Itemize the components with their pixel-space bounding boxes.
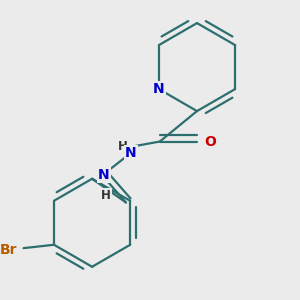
Text: N: N	[153, 82, 165, 96]
Text: H: H	[118, 140, 128, 153]
Text: Br: Br	[0, 243, 17, 257]
Text: N: N	[125, 146, 137, 161]
Text: O: O	[205, 134, 217, 148]
Text: N: N	[98, 168, 110, 182]
Text: H: H	[101, 189, 111, 202]
